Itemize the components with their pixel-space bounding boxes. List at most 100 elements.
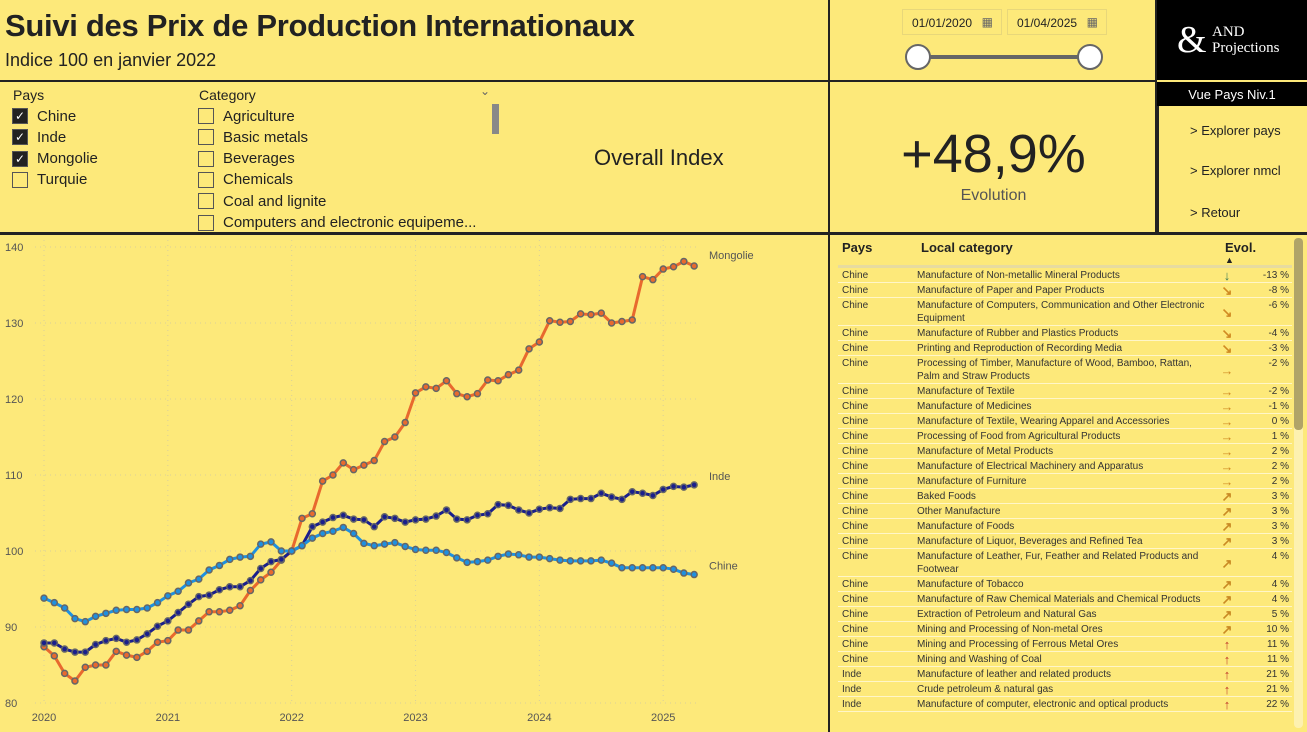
table-row[interactable]: Chine Manufacture of Textile, Wearing App… [838,414,1292,429]
arrow-up-right-icon: ↗ [1221,504,1233,519]
data-point-chine [380,540,389,548]
filter-option-pays[interactable]: ✓ Chine [12,107,76,125]
table-row[interactable]: Chine Mining and Processing of Ferrous Me… [838,637,1292,652]
table-row[interactable]: Chine Manufacture of Non-metallic Mineral… [838,268,1292,283]
data-point-chine [174,587,182,596]
checkbox-checked-icon[interactable]: ✓ [12,129,28,146]
table-cell-pays: Inde [842,699,862,710]
table-row[interactable]: Chine Manufacture of Computers, Communica… [838,298,1292,326]
table-cell-category: Manufacture of Medicines [917,401,1032,412]
table-row[interactable]: Chine Manufacture of Furniture → 2 % [838,474,1292,489]
chevron-down-icon[interactable]: ⌄ [480,84,491,98]
date-range-slider-track[interactable] [918,55,1090,59]
table-row[interactable]: Chine Manufacture of Metal Products → 2 % [838,444,1292,459]
table-row[interactable]: Chine Manufacture of Leather, Fur, Feathe… [838,549,1292,577]
table-row[interactable]: Chine Manufacture of Raw Chemical Materia… [838,592,1292,607]
table-cell-pays: Chine [842,328,869,339]
sort-ascending-icon[interactable]: ▲ [1225,255,1234,265]
filter-option-category[interactable]: Chemicals [198,171,293,189]
table-row[interactable]: Chine Manufacture of Rubber and Plastics … [838,326,1292,341]
table-cell-category: Other Manufacture [917,506,1001,517]
column-header-category[interactable]: Local category [921,240,1013,255]
data-point-chine [256,540,265,548]
data-point-inde [453,515,461,523]
slider-end-handle[interactable] [1077,44,1103,70]
table-cell-category: Manufacture of Leather, Fur, Feather and… [917,551,1199,575]
filter-option-category[interactable]: Coal and lignite [198,192,326,210]
logo-text: AND [1212,24,1245,40]
scrollbar-thumb[interactable] [1294,238,1303,430]
table-row[interactable]: Chine Manufacture of Electrical Machinery… [838,459,1292,474]
table-scrollbar[interactable] [1294,238,1303,728]
data-point-chine [164,592,172,600]
table-row[interactable]: Inde Crude petroleum & natural gas ↑ 21 % [838,682,1292,697]
table-cell-pays: Chine [842,624,869,635]
table-cell-pays: Chine [842,506,869,517]
table-cell-evol: 4 % [1271,579,1289,590]
data-point-mongolie [298,514,306,523]
calendar-icon[interactable]: ▦ [1086,15,1098,29]
table-row[interactable]: Chine Manufacture of Textile → -2 % [838,384,1292,399]
filter-option-category[interactable]: Beverages [198,150,295,168]
data-point-inde [587,494,595,503]
table-row[interactable]: Chine Printing and Reproduction of Record… [838,341,1292,356]
checkbox-icon[interactable] [198,108,214,124]
data-point-inde [422,515,430,523]
table-cell-category: Extraction of Petroleum and Natural Gas [917,609,1097,620]
filter-option-category[interactable]: Agriculture [198,107,295,125]
checkbox-icon[interactable] [198,171,214,188]
data-point-chine [91,612,100,621]
table-row[interactable]: Chine Manufacture of Foods ↗ 3 % [838,519,1292,534]
table-row[interactable]: Chine Processing of Food from Agricultura… [838,429,1292,444]
arrow-right-icon: → [1220,384,1234,399]
filter-option-category[interactable]: Basic metals [198,128,308,146]
table-row[interactable]: Inde Manufacture of computer, electronic … [838,697,1292,712]
checkbox-icon[interactable] [198,193,214,210]
divider [0,80,1157,82]
checkbox-icon[interactable] [198,150,214,167]
filter-option-pays[interactable]: ✓ Inde [12,128,66,146]
table-row[interactable]: Chine Mining and Processing of Non-metal … [838,622,1292,637]
filter-option-category[interactable]: Computers and electronic equipeme... [198,214,476,232]
table-row[interactable]: Chine Manufacture of Paper and Paper Prod… [838,283,1292,298]
filter-option-label: Computers and electronic equipeme... [223,214,477,231]
checkbox-icon[interactable] [198,214,214,231]
explorer-pays-button[interactable]: > Explorer pays [1190,123,1281,138]
checkbox-checked-icon[interactable]: ✓ [12,150,28,167]
data-point-chine [690,570,698,579]
arrow-up-right-icon: ↗ [1221,555,1233,571]
table-row[interactable]: Chine Other Manufacture ↗ 3 % [838,504,1292,519]
column-header-evol[interactable]: Evol. [1225,240,1257,255]
table-row[interactable]: Chine Manufacture of Tobacco ↗ 4 % [838,577,1292,592]
start-date-input[interactable]: 01/01/2020 ▦ [902,9,1002,35]
calendar-icon[interactable]: ▦ [981,15,993,29]
checkbox-icon[interactable] [198,129,214,146]
table-row[interactable]: Chine Mining and Washing of Coal ↑ 11 % [838,652,1292,667]
explorer-nmcl-button[interactable]: > Explorer nmcl [1190,163,1281,178]
table-cell-pays: Chine [842,461,869,472]
slider-start-handle[interactable] [905,44,931,70]
data-point-mongolie [50,652,59,660]
checkbox-icon[interactable] [12,171,28,188]
data-point-chine [133,605,141,614]
column-header-pays[interactable]: Pays [842,240,873,255]
table-row[interactable]: Chine Manufacture of Medicines → -1 % [838,399,1292,414]
data-point-mongolie [576,310,585,318]
table-row[interactable]: Chine Baked Foods ↗ 3 % [838,489,1292,504]
data-point-inde [215,586,224,594]
table-row[interactable]: Chine Extraction of Petroleum and Natural… [838,607,1292,622]
retour-button[interactable]: > Retour [1190,205,1241,220]
end-date-input[interactable]: 01/04/2025 ▦ [1007,9,1107,35]
table-cell-category: Manufacture of Tobacco [917,579,1024,590]
filter-option-pays[interactable]: Turquie [12,171,87,189]
table-row[interactable]: Chine Manufacture of Liquor, Beverages an… [838,534,1292,549]
table-row[interactable]: Chine Processing of Timber, Manufacture o… [838,356,1292,384]
checkbox-checked-icon[interactable]: ✓ [12,108,28,124]
data-point-chine [401,542,409,551]
category-scrollbar[interactable] [492,104,499,134]
table-row[interactable]: Inde Manufacture of leather and related p… [838,667,1292,682]
data-point-inde [349,515,358,523]
filter-option-pays[interactable]: ✓ Mongolie [12,150,98,168]
data-point-inde [597,489,606,497]
data-point-inde [618,495,626,504]
